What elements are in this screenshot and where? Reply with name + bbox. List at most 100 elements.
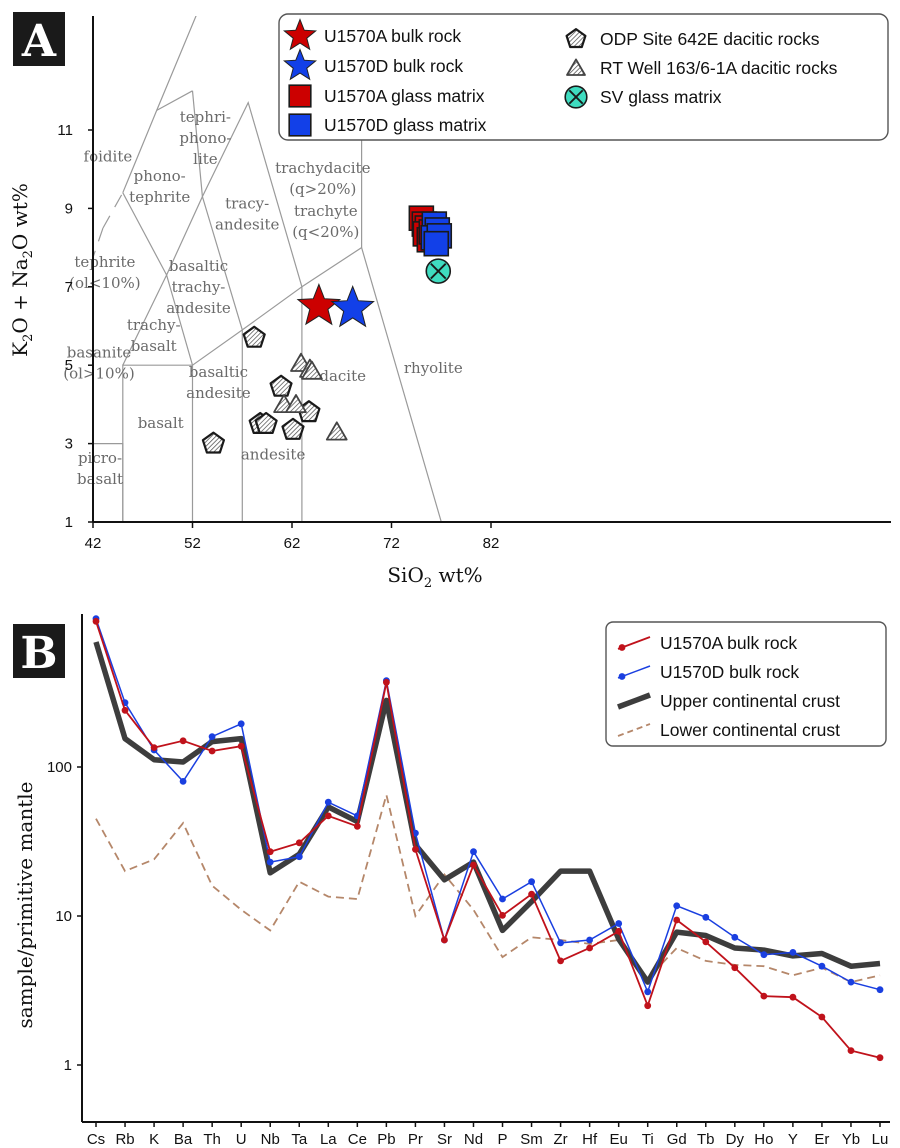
- series-line-a: [95, 621, 881, 1059]
- panel-a-point-3-4: [423, 230, 450, 257]
- field-label-10: basaltic andesite: [186, 363, 251, 402]
- series-point-a-lu: [876, 1054, 884, 1062]
- panel-a-point-5-5: [325, 421, 348, 441]
- panel-b-x-tick-label-p: P: [498, 1131, 508, 1148]
- panel-a-point-4-5: [281, 417, 305, 440]
- field-line-11: [156, 90, 193, 111]
- panel-a-badge: A: [13, 12, 65, 67]
- series-point-a-ta: [295, 839, 303, 847]
- field-label-9: basanite (ol>10%): [63, 343, 134, 382]
- series-point-a-hf: [586, 944, 593, 952]
- series-point-d-nd: [470, 848, 477, 856]
- panel-b-x-tick-label-u: U: [236, 1131, 247, 1148]
- series-point-a-pb: [383, 678, 390, 686]
- series-point-a-y: [789, 993, 797, 1001]
- panel-a-point-1-0: [330, 285, 375, 328]
- panel-b-x-tick-label-eu: Eu: [609, 1131, 627, 1148]
- series-point-a-cs: [92, 617, 100, 625]
- panel-b-legend-line-3: [617, 723, 651, 737]
- panel-b-x-tick-label-pb: Pb: [377, 1131, 395, 1148]
- series-point-d-ba: [179, 778, 187, 785]
- field-label-12: picro-basalt: [77, 449, 123, 488]
- panel-b-y-tick-label: 100: [47, 759, 72, 776]
- panel-a-legend-label-3: U1570D glass matrix: [324, 115, 487, 135]
- series-point-d-gd: [673, 902, 681, 910]
- panel-a-legend: U1570A bulk rock U1570D bulk rock U1570A g…: [278, 13, 889, 141]
- series-point-a-gd: [673, 916, 681, 924]
- panel-b-x-tick-label-sr: Sr: [437, 1131, 452, 1148]
- series-point-a-pr: [412, 846, 419, 853]
- field-line-10: [122, 192, 168, 276]
- series-point-a-sr: [441, 936, 448, 944]
- field-label-6: tephrite (ol<10%): [69, 253, 140, 292]
- series-point-a-k: [150, 744, 158, 751]
- panel-a-legend-label-6: SV glass matrix: [600, 87, 722, 107]
- panel-a-label: A: [21, 16, 57, 67]
- panel-b-legend-frame: [605, 621, 887, 747]
- panel-a-legend-marker-3: [288, 113, 312, 137]
- panel-b-x-tick-label-pr: Pr: [408, 1131, 423, 1148]
- field-label-0: foidite: [84, 147, 133, 165]
- panel-a-y-tick-label: 3: [65, 436, 73, 453]
- panel-a-x-tick-label: 82: [483, 535, 500, 552]
- series-point-d-yb: [847, 978, 855, 986]
- field-label-2: tephri-phono-lite: [179, 108, 231, 168]
- panel-a-legend-label-2: U1570A glass matrix: [324, 86, 485, 106]
- panel-a-point-5-1: [285, 393, 307, 414]
- panel-a-point-4-3: [254, 411, 278, 434]
- series-point-d-u: [237, 720, 245, 728]
- series-point-d-er: [818, 962, 826, 970]
- series-point-d-dy: [731, 933, 739, 941]
- panel-b-y-tick-label: 1: [64, 1057, 72, 1074]
- series-line-lcc: [95, 791, 881, 984]
- panel-b-x-tick-label-la: La: [320, 1131, 337, 1148]
- field-label-4: trachydacite (q>20%): [275, 159, 370, 198]
- panel-b-x-tick-label-ti: Ti: [642, 1131, 654, 1148]
- series-point-d-ho: [760, 951, 768, 959]
- panel-a-legend-frame: [278, 13, 889, 141]
- series-point-d-zr: [557, 939, 564, 947]
- panel-b-x-tick-label-nb: Nb: [261, 1131, 280, 1148]
- field-boundaries: [93, 16, 442, 522]
- series-point-a-er: [818, 1013, 826, 1021]
- panel-a-points: [201, 205, 453, 454]
- series-point-a-nb: [266, 848, 274, 856]
- series-point-a-ba: [179, 737, 187, 745]
- panel-b-axes: 1 10 100 Cs Rb K Ba Th U Nb Ta La Ce Pb Pr Sr Nd P Sm Zr Hf E…: [47, 614, 890, 1148]
- panel-b-legend-dot-1: [618, 673, 626, 680]
- field-label-5: trachyte (q<20%): [292, 202, 359, 241]
- series-point-a-eu: [615, 927, 623, 935]
- tas-diagram: A foidite phono-tephritetephri-phono-lite…: [8, 12, 891, 591]
- panel-a-legend-marker-1: [282, 48, 318, 81]
- panel-b-legend-label-0: U1570A bulk rock: [660, 633, 797, 653]
- field-label-7: basaltic trachy-andesite: [166, 257, 231, 317]
- field-label-1: phono-tephrite: [129, 167, 190, 206]
- panel-a-point-5-4: [300, 360, 323, 380]
- series-line-ucc: [93, 641, 881, 985]
- series-point-d-tb: [702, 913, 710, 921]
- panel-b-legend-label-2: Upper continental crust: [660, 691, 840, 711]
- field-label-13: andesite: [241, 445, 306, 463]
- panel-b-x-tick-label-th: Th: [203, 1131, 221, 1148]
- field-label-11: basalt: [138, 414, 184, 432]
- panel-b-legend-line-2: [617, 692, 651, 710]
- series-line-d: [95, 618, 881, 994]
- series-point-a-la: [324, 812, 332, 820]
- field-label-8: trachy-basalt: [127, 316, 181, 355]
- series-point-a-u: [237, 742, 245, 750]
- panel-a-y-axis-title: K2O + Na2O wt%: [8, 183, 36, 357]
- panel-a-x-axis-title: SiO2 wt%: [387, 563, 482, 591]
- panel-a-x-tick-label: 42: [85, 535, 102, 552]
- panel-b-x-tick-label-lu: Lu: [872, 1131, 889, 1148]
- spider-diagram: B 1 10 100 Cs Rb K Ba Th U Nb Ta La Ce Pb Pr Sr Nd P Sm Zr H…: [13, 614, 890, 1148]
- panel-b-x-tick-label-yb: Yb: [842, 1131, 860, 1148]
- field-dashed-line-1: [102, 192, 124, 229]
- series-point-d-p: [499, 895, 506, 903]
- series-point-a-zr: [557, 957, 564, 965]
- field-line-7: [201, 100, 303, 287]
- panel-b-legend-label-3: Lower continental crust: [660, 720, 840, 740]
- panel-b-x-tick-label-y: Y: [788, 1131, 798, 1148]
- series-point-a-nd: [470, 861, 477, 869]
- series-point-a-sm: [528, 890, 535, 898]
